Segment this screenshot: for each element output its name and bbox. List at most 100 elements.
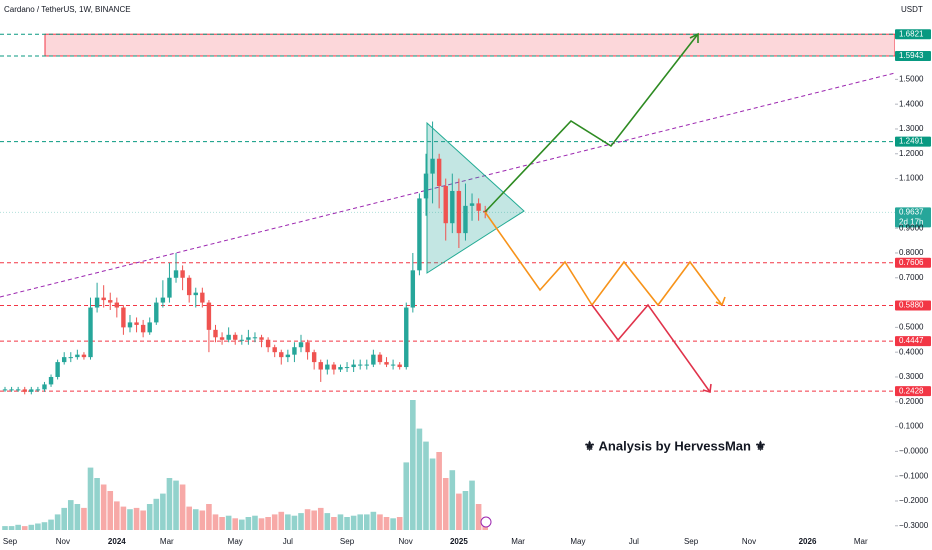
candle-body (134, 322, 139, 325)
x-tick-label: Nov (742, 537, 756, 546)
candle-body (252, 337, 258, 339)
candle-body (68, 357, 73, 359)
candle-body (55, 362, 60, 377)
volume-bar (252, 515, 258, 530)
candle-body (101, 297, 106, 301)
candle-body (423, 173, 429, 199)
volume-bar (239, 519, 245, 530)
symbol-title: Cardano / TetherUS, 1W, BINANCE (4, 5, 131, 14)
candle-body (239, 339, 245, 341)
volume-bar (403, 462, 410, 530)
volume-bar (54, 514, 61, 530)
candle-body (81, 354, 87, 358)
volume-bar (120, 506, 127, 530)
x-tick-label: Mar (854, 537, 868, 546)
volume-bar (140, 510, 146, 530)
volume-bar (35, 523, 41, 530)
x-tick-label: 2025 (450, 537, 468, 546)
volume-bar (383, 517, 390, 530)
price-axis (895, 0, 932, 550)
candle-body (2, 389, 8, 391)
supply-zone (44, 33, 896, 57)
candle-body (160, 297, 166, 303)
y-tick-label: 0.2000 (899, 397, 924, 406)
volume-bar (146, 504, 153, 530)
candle-body (140, 324, 146, 333)
candle-body (358, 364, 363, 366)
price-badge (895, 386, 931, 397)
countdown: 2d 17h (899, 217, 923, 226)
range-projection (484, 211, 723, 307)
y-tick-label: 0.9000 (899, 223, 924, 232)
candle-body (430, 158, 435, 174)
x-tick-label: Mar (511, 537, 525, 546)
candle-body (390, 364, 396, 366)
volume-bar (41, 522, 48, 530)
volume-bar (258, 518, 265, 530)
volume-bar (363, 514, 370, 530)
x-tick-label: Jul (283, 537, 293, 546)
volume-bar (173, 480, 179, 530)
candle-body (246, 337, 251, 340)
candle-body (213, 329, 218, 338)
candle-body (456, 190, 462, 234)
price-badge-label: 0.7606 (899, 258, 924, 267)
volume-bar (127, 509, 133, 530)
price-badge-label: 1.5943 (899, 51, 924, 60)
volume-bar (192, 509, 199, 530)
volume-bar (81, 507, 87, 530)
candle-body (476, 203, 481, 211)
candle-body (121, 307, 126, 328)
x-tick-label: May (570, 537, 585, 546)
candle-body (22, 389, 27, 392)
x-tick-label: Nov (56, 537, 70, 546)
candle-body (173, 270, 179, 278)
y-tick-label: −0.1000 (899, 471, 929, 480)
candle-body (206, 302, 212, 330)
volume-bar (15, 524, 21, 530)
volume-bar (166, 478, 173, 530)
x-tick-label: Sep (3, 537, 18, 546)
candle-body (397, 364, 402, 368)
volume-bar (442, 478, 449, 530)
volume-bar (298, 513, 304, 530)
volume-bar (396, 517, 403, 530)
candle-body (186, 277, 192, 296)
price-badge (895, 207, 931, 228)
volume-bar (245, 517, 252, 530)
candle-body (88, 307, 93, 358)
candle-body (410, 270, 416, 308)
volume-bar (410, 400, 416, 530)
volume-bar (449, 470, 456, 530)
x-tick-label: 2024 (108, 537, 126, 546)
volume-bar (100, 484, 107, 530)
candle-body (233, 334, 238, 340)
arrow-head (689, 32, 699, 43)
y-tick-label: 0.7000 (899, 273, 924, 282)
price-badge-label: 0.2428 (899, 386, 924, 395)
x-tick-label: Jul (629, 537, 639, 546)
candle-body (364, 364, 369, 366)
price-badge (895, 136, 931, 147)
candle-body (108, 300, 113, 303)
candle-body (219, 337, 225, 340)
volume-bar (475, 504, 482, 530)
candle-body (436, 158, 442, 187)
candle-body (9, 389, 14, 391)
x-tick-label: Sep (684, 537, 699, 546)
volume-bar (462, 491, 469, 530)
y-tick-label: 0.4000 (899, 347, 924, 356)
volume-bar (416, 428, 423, 530)
x-tick-label: 2026 (799, 537, 817, 546)
volume-bar (114, 501, 120, 530)
candle-body (62, 357, 67, 363)
volume-bar (337, 514, 344, 530)
x-tick-label: Sep (340, 537, 355, 546)
price-badge-label: 0.4447 (899, 336, 924, 345)
y-tick-label: 1.3000 (899, 124, 924, 133)
candle-body (371, 354, 376, 365)
x-tick-label: Mar (160, 537, 174, 546)
y-tick-label: −0.2000 (899, 496, 929, 505)
